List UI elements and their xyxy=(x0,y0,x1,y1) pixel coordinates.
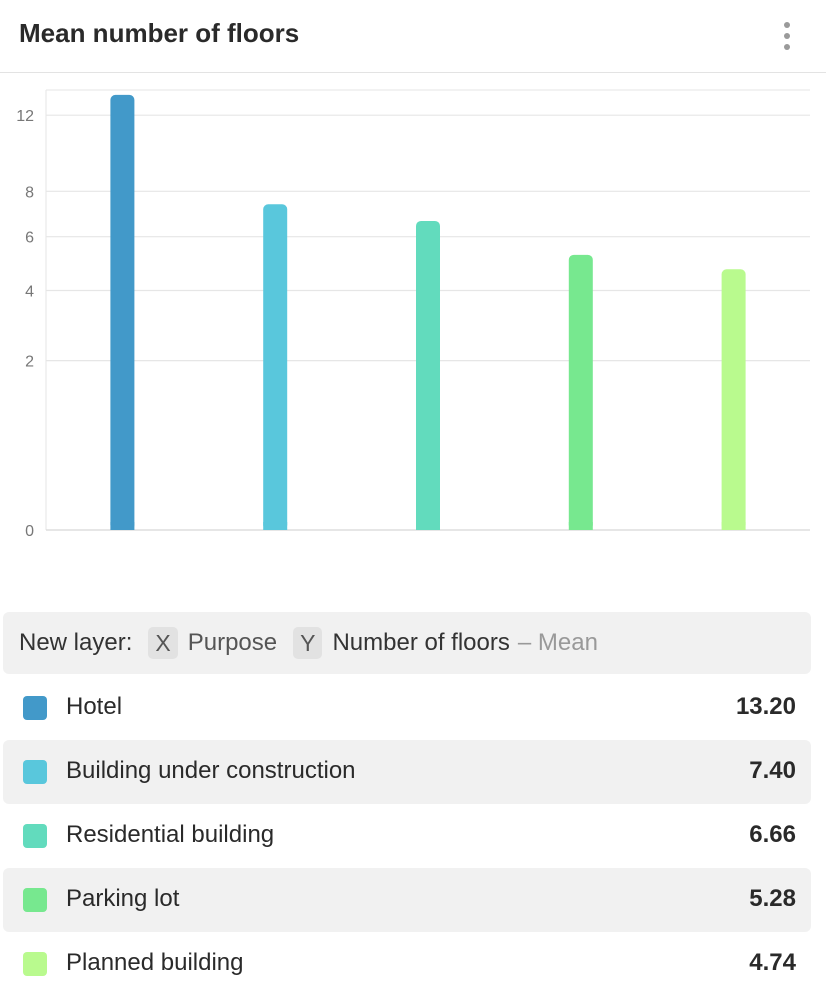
y-tick-label: 2 xyxy=(25,354,34,371)
bar-residential-building[interactable] xyxy=(416,220,440,530)
legend-swatch xyxy=(23,760,47,784)
y-axis-aggregate[interactable]: – Mean xyxy=(517,629,598,656)
legend-value: 5.28 xyxy=(749,885,796,912)
legend-value: 13.20 xyxy=(735,693,796,720)
chart-header: Mean number of floors xyxy=(0,0,826,73)
legend-value: 6.66 xyxy=(749,821,796,848)
legend-swatch xyxy=(23,824,47,848)
legend-swatch xyxy=(23,888,47,912)
y-tick-label: 8 xyxy=(25,184,34,201)
legend-item-planned-building[interactable]: Planned building 4.74 xyxy=(3,932,811,996)
legend-value: 4.74 xyxy=(749,949,796,976)
layer-label: New layer: xyxy=(19,629,133,656)
legend: Hotel 13.20 Building under construction … xyxy=(3,676,811,996)
legend-label: Building under construction xyxy=(66,757,356,784)
legend-item-building-under-construction[interactable]: Building under construction 7.40 xyxy=(3,740,811,804)
legend-label: Parking lot xyxy=(66,885,180,912)
legend-item-parking-lot[interactable]: Parking lot 5.28 xyxy=(3,868,811,932)
y-tick-label: 0 xyxy=(25,523,34,540)
bar-base xyxy=(568,522,593,530)
x-axis-key[interactable]: X xyxy=(148,627,178,659)
x-axis-field[interactable]: Purpose xyxy=(187,629,278,656)
legend-swatch xyxy=(23,952,47,976)
chart-title: Mean number of floors xyxy=(19,18,300,48)
legend-item-hotel[interactable]: Hotel 13.20 xyxy=(3,676,811,740)
bar-building-under-construction[interactable] xyxy=(263,204,288,531)
bar-base xyxy=(721,522,746,530)
bar-parking-lot[interactable] xyxy=(568,254,593,530)
y-axis-field[interactable]: Number of floors xyxy=(332,629,510,656)
y-tick-label: 4 xyxy=(25,283,34,300)
legend-swatch xyxy=(23,696,47,720)
legend-label: Hotel xyxy=(66,693,123,720)
bar-hotel[interactable] xyxy=(110,94,135,530)
bar-planned-building[interactable] xyxy=(721,269,746,530)
legend-value: 7.40 xyxy=(749,757,796,784)
y-axis-key[interactable]: Y xyxy=(293,627,323,659)
bar-base xyxy=(110,522,135,530)
y-tick-label: 12 xyxy=(16,108,34,125)
legend-item-residential-building[interactable]: Residential building 6.66 xyxy=(3,804,811,868)
more-vertical-icon[interactable] xyxy=(772,18,802,54)
legend-label: Planned building xyxy=(66,949,244,976)
bar-chart: 0 2 4 6 8 12 xyxy=(16,89,810,540)
y-tick-label: 6 xyxy=(25,230,34,247)
layer-bar: New layer: X Purpose Y Number of floors … xyxy=(3,612,811,674)
bar-base xyxy=(416,522,440,530)
legend-label: Residential building xyxy=(66,821,275,848)
bar-base xyxy=(263,522,288,530)
